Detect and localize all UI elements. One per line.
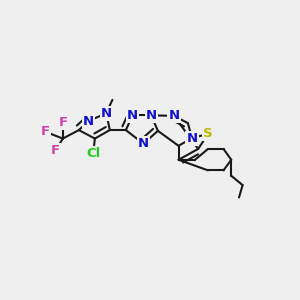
Text: S: S [203,128,213,140]
Text: N: N [83,115,94,128]
Text: N: N [186,132,197,145]
Text: F: F [58,116,68,129]
Text: N: N [168,109,179,122]
Text: F: F [51,144,60,157]
Text: F: F [41,125,50,138]
Text: N: N [101,107,112,120]
Text: N: N [138,137,149,150]
Text: N: N [127,109,138,122]
Text: Cl: Cl [86,147,100,160]
Text: N: N [146,109,157,122]
